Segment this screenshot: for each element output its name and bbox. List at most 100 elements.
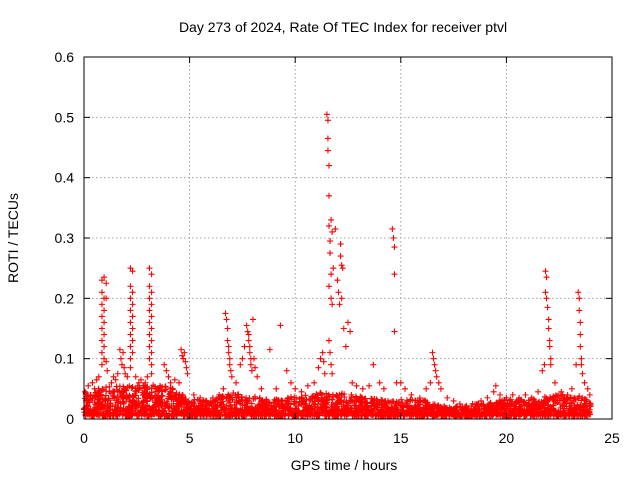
- data-point: [89, 410, 96, 417]
- data-point: [117, 355, 124, 362]
- data-point: [101, 307, 108, 314]
- data-point: [518, 402, 525, 409]
- data-point: [190, 391, 197, 398]
- data-point: [101, 355, 108, 362]
- data-point: [197, 394, 204, 401]
- data-point: [148, 325, 155, 332]
- data-point: [158, 393, 165, 400]
- data-point: [544, 304, 551, 311]
- data-point: [97, 392, 104, 399]
- data-point: [148, 337, 155, 344]
- data-point: [101, 343, 108, 350]
- data-point: [223, 402, 230, 409]
- data-point: [311, 401, 318, 408]
- data-point: [525, 397, 532, 404]
- data-point: [278, 410, 285, 417]
- data-point: [98, 277, 105, 284]
- data-point: [370, 361, 377, 368]
- data-point: [104, 407, 111, 414]
- data-point: [279, 404, 286, 411]
- data-point: [334, 277, 341, 284]
- data-point: [271, 403, 278, 410]
- data-point: [146, 343, 153, 350]
- data-point: [337, 253, 344, 260]
- data-point: [329, 301, 336, 308]
- data-point: [198, 406, 205, 413]
- data-point: [308, 409, 315, 416]
- data-point: [170, 392, 177, 399]
- data-point: [146, 319, 153, 326]
- data-point: [412, 404, 419, 411]
- data-point: [116, 383, 123, 390]
- data-point: [148, 301, 155, 308]
- data-point: [98, 301, 105, 308]
- data-point: [147, 411, 154, 418]
- data-point: [148, 271, 155, 278]
- data-point: [174, 402, 181, 409]
- y-tick-label: 0.5: [55, 109, 75, 125]
- data-point: [325, 162, 332, 169]
- data-point: [543, 295, 550, 302]
- data-point: [129, 313, 136, 320]
- data-point: [152, 385, 159, 392]
- data-point: [132, 404, 139, 411]
- data-point: [329, 396, 336, 403]
- data-point: [433, 373, 440, 380]
- data-point: [173, 411, 180, 418]
- x-tick-label: 20: [499, 430, 515, 446]
- data-point: [280, 404, 287, 411]
- data-point: [574, 403, 581, 410]
- data-point: [541, 361, 548, 368]
- data-point: [502, 411, 509, 418]
- data-point: [543, 274, 550, 281]
- data-point: [301, 397, 308, 404]
- data-point: [412, 397, 419, 404]
- data-point: [431, 361, 438, 368]
- data-point: [284, 397, 291, 404]
- data-point: [102, 397, 109, 404]
- data-point: [271, 396, 278, 403]
- data-point: [244, 328, 251, 335]
- data-point: [389, 225, 396, 232]
- data-point: [148, 349, 155, 356]
- data-point: [113, 404, 120, 411]
- data-point: [129, 337, 136, 344]
- data-point: [127, 364, 134, 371]
- data-point: [127, 307, 134, 314]
- data-point: [287, 401, 294, 408]
- data-point: [249, 316, 256, 323]
- data-point: [430, 355, 437, 362]
- data-point: [545, 316, 552, 323]
- data-point: [493, 399, 500, 406]
- data-point: [302, 400, 309, 407]
- data-point: [318, 398, 325, 405]
- data-point: [169, 386, 176, 393]
- data-point: [364, 403, 371, 410]
- data-point: [230, 390, 237, 397]
- data-point: [483, 412, 490, 419]
- data-point: [539, 367, 546, 374]
- data-point: [91, 385, 98, 392]
- data-point: [249, 406, 256, 413]
- data-point: [148, 370, 155, 377]
- data-point: [94, 399, 101, 406]
- data-point: [387, 399, 394, 406]
- data-point: [265, 398, 272, 405]
- data-point: [237, 408, 244, 415]
- data-point: [564, 391, 571, 398]
- data-point: [239, 355, 246, 362]
- data-point: [384, 412, 391, 419]
- data-point: [138, 376, 145, 383]
- data-point: [516, 394, 523, 401]
- data-point: [107, 400, 114, 407]
- data-point: [329, 401, 336, 408]
- y-axis-label: ROTI / TECUs: [5, 193, 21, 283]
- data-point: [320, 404, 327, 411]
- data-point: [191, 396, 198, 403]
- data-point: [188, 408, 195, 415]
- data-point: [548, 406, 555, 413]
- data-point: [127, 295, 134, 302]
- data-point: [165, 404, 172, 411]
- data-point: [257, 404, 264, 411]
- data-point: [547, 355, 554, 362]
